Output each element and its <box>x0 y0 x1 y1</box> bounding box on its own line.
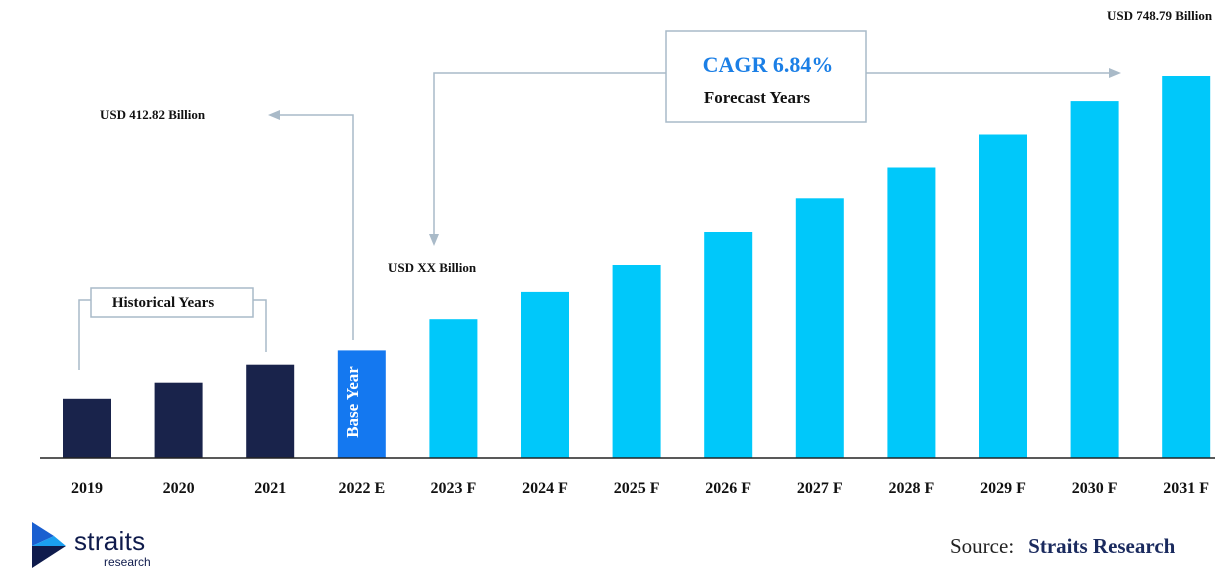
x-tick-label: 2022 E <box>338 480 385 497</box>
x-tick-label: 2029 F <box>980 480 1026 497</box>
x-tick-label: 2030 F <box>1072 480 1118 497</box>
bar-2027-f <box>795 198 844 459</box>
x-tick-label: 2024 F <box>522 480 568 497</box>
cagr-box <box>665 30 867 123</box>
bar-2028-f <box>887 167 936 458</box>
bars-group <box>63 76 1211 459</box>
x-tick-label: 2025 F <box>614 480 660 497</box>
x-tick-label: 2028 F <box>889 480 935 497</box>
bar-2021 <box>246 364 295 458</box>
x-tick-label: 2027 F <box>797 480 843 497</box>
bar-2026-f <box>704 232 753 458</box>
source-name: Straits Research <box>1028 534 1176 558</box>
bar-2029-f <box>979 134 1027 458</box>
start-value-arrowhead <box>268 110 280 120</box>
bar-2025-f <box>612 265 661 458</box>
x-tick-label: 2019 <box>71 480 103 497</box>
start-value-arrow <box>276 114 354 340</box>
source-line: Source: Straits Research <box>950 534 1175 559</box>
x-tick-label: 2026 F <box>705 480 751 497</box>
forecast-right-arrowhead <box>1109 68 1121 78</box>
bar-2022-e <box>337 350 386 458</box>
end-value-label: USD 748.79 Billion <box>1107 8 1213 23</box>
market-bar-chart: 2019 2020 2021 2022 E 2023 F 2024 F 2025 F 2026… <box>40 8 1215 497</box>
base-year-label: Base Year <box>343 366 362 438</box>
x-tick-label: 2023 F <box>431 480 477 497</box>
bar-2020 <box>154 382 203 458</box>
logo-wordmark: straits <box>74 526 146 556</box>
source-prefix: Source: <box>950 534 1015 558</box>
historical-bracket <box>78 287 267 370</box>
bar-2031-f <box>1162 76 1211 458</box>
x-tick-labels: 2019 2020 2021 2022 E 2023 F 2024 F 2025 F 2026… <box>71 480 1209 497</box>
bar-2019 <box>63 398 111 458</box>
straits-logo-icon <box>32 522 66 568</box>
historical-years-label: Historical Years <box>112 295 214 311</box>
cagr-label: CAGR 6.84% <box>703 52 834 77</box>
logo-subtext: research <box>104 555 151 569</box>
start-value-label: USD 412.82 Billion <box>100 107 206 122</box>
forecast-down-arrowhead <box>429 234 439 246</box>
mid-value-label: USD XX Billion <box>388 260 477 275</box>
forecast-arrow <box>433 72 1112 238</box>
x-tick-label: 2021 <box>254 480 286 497</box>
x-tick-label: 2031 F <box>1163 480 1209 497</box>
forecast-years-label: Forecast Years <box>704 88 811 107</box>
x-tick-label: 2020 <box>163 480 195 497</box>
bar-2023-f <box>429 319 478 458</box>
bar-2024-f <box>521 291 569 458</box>
bar-2030-f <box>1070 101 1119 458</box>
